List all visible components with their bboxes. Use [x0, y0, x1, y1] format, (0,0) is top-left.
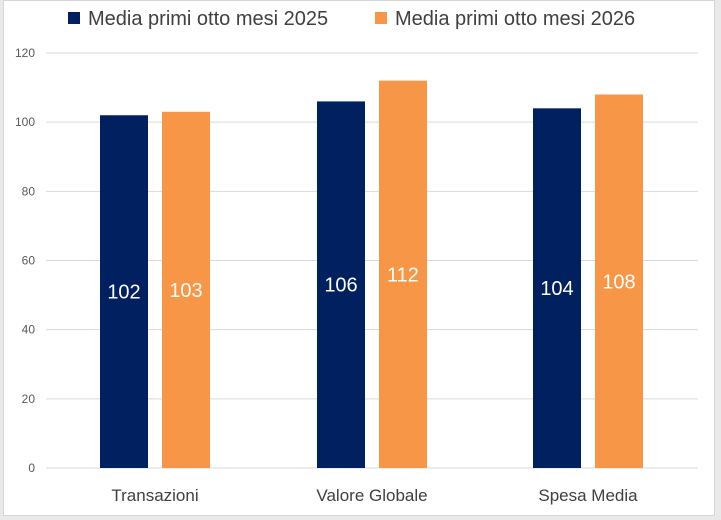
- gridlines: [46, 52, 698, 469]
- data-label: 104: [540, 278, 573, 300]
- data-label: 106: [324, 275, 357, 297]
- data-label: 103: [169, 280, 202, 302]
- data-label: 112: [387, 264, 419, 286]
- legend-swatch: [68, 12, 80, 24]
- bar: [379, 80, 427, 469]
- data-label: 108: [602, 271, 635, 293]
- legend-label: Media primi otto mesi 2026: [395, 8, 635, 30]
- bars: [100, 80, 643, 469]
- bar: [100, 115, 148, 468]
- data-label: 102: [107, 282, 140, 304]
- legend-swatch: [375, 12, 387, 24]
- legend-label: Media primi otto mesi 2025: [88, 8, 328, 30]
- x-category-label: Spesa Media: [538, 486, 638, 505]
- bar: [595, 94, 643, 468]
- y-tick-label: 40: [22, 323, 36, 337]
- y-tick-label: 120: [15, 46, 35, 60]
- data-labels: 102 103 106 112 104 108: [107, 264, 635, 303]
- bar: [317, 101, 365, 469]
- x-category-label: Transazioni: [111, 486, 198, 505]
- y-tick-label: 100: [15, 115, 35, 129]
- bar: [162, 111, 210, 469]
- y-tick-label: 60: [22, 254, 36, 268]
- y-tick-label: 20: [22, 392, 36, 406]
- y-tick-label: 0: [28, 461, 35, 475]
- y-tick-label: 80: [22, 184, 36, 198]
- y-axis-ticks: 0 20 40 60 80 100 120: [15, 46, 35, 475]
- x-category-label: Valore Globale: [316, 486, 427, 505]
- legend: Media primi otto mesi 2025 Media primi ot…: [68, 8, 635, 30]
- x-axis-categories: Transazioni Valore Globale Spesa Media: [111, 486, 638, 505]
- bar: [533, 108, 581, 468]
